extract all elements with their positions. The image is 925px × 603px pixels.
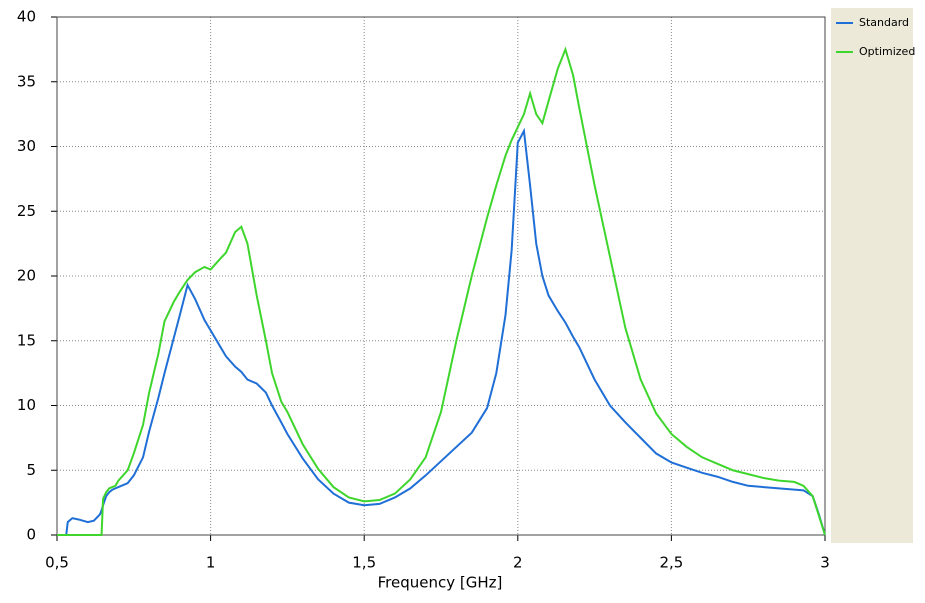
x-tick-label: 1	[206, 554, 216, 572]
x-tick-label: 2,5	[659, 554, 683, 572]
legend-panel	[831, 8, 913, 543]
x-tick-label: 0,5	[45, 554, 69, 572]
y-tick-label: 35	[17, 72, 36, 90]
series-line	[57, 46, 826, 536]
x-tick-label: 1,5	[352, 554, 376, 572]
series-line	[57, 127, 826, 536]
x-tick-label: 3	[820, 554, 830, 572]
y-tick-label: 40	[17, 8, 36, 26]
legend-label: Standard	[859, 16, 909, 29]
y-tick-label: 10	[17, 396, 36, 414]
y-tick-label: 5	[26, 461, 36, 479]
x-axis-label: Frequency [GHz]	[378, 574, 503, 592]
y-tick-label: 15	[17, 331, 36, 349]
y-tick-label: 25	[17, 202, 36, 220]
y-tick-label: 0	[26, 526, 36, 544]
y-tick-label: 20	[17, 267, 36, 285]
legend-label: Optimized	[859, 45, 915, 58]
plot-border	[56, 16, 826, 536]
x-tick-label: 2	[513, 554, 523, 572]
y-tick-label: 30	[17, 137, 36, 155]
